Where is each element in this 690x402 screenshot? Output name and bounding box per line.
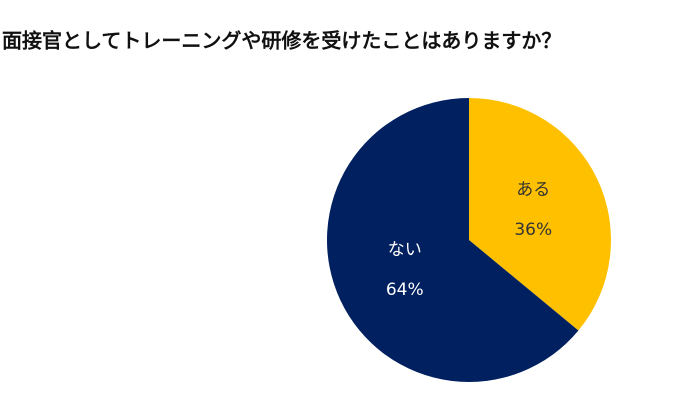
pie-slice bbox=[327, 98, 579, 382]
slice-category-label: ある bbox=[516, 180, 550, 200]
slice-value-label: 36% bbox=[514, 220, 552, 240]
slice-category-label: ない bbox=[388, 240, 422, 260]
chart-title: 面接官としてトレーニングや研修を受けたことはありますか？ bbox=[2, 29, 561, 53]
pie-slice bbox=[469, 98, 612, 331]
slice-value-label: 64% bbox=[386, 280, 424, 300]
